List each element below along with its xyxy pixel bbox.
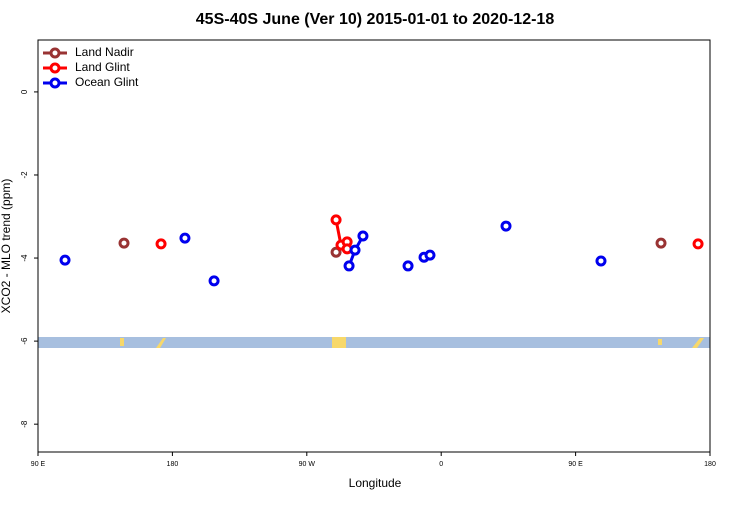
legend-marker	[49, 62, 61, 74]
y-tick-label: -2	[20, 171, 29, 179]
y-axis-label: XCO2 - MLO trend (ppm)	[0, 179, 13, 314]
point	[349, 244, 361, 256]
point	[330, 214, 342, 226]
point	[424, 249, 436, 261]
point	[330, 246, 342, 258]
x-tick-label: 90 E	[568, 461, 583, 468]
point	[655, 237, 667, 249]
chart-title: 45S-40S June (Ver 10) 2015-01-01 to 2020…	[196, 11, 555, 28]
legend-marker	[49, 77, 61, 89]
point	[208, 275, 220, 287]
x-tick-label: 90 W	[299, 461, 316, 468]
point	[343, 260, 355, 272]
x-tick-label: 0	[439, 461, 443, 468]
map-strip	[38, 337, 710, 348]
plot-frame	[37, 39, 711, 453]
point	[155, 238, 167, 250]
series-line	[336, 220, 698, 249]
point	[179, 232, 191, 244]
point	[500, 220, 512, 232]
legend-label: Land Glint	[75, 60, 130, 74]
y-tick-label: -4	[20, 254, 29, 262]
legend-label: Ocean Glint	[75, 75, 139, 89]
y-tick-label: -6	[20, 337, 29, 345]
x-tick-label: 90 E	[31, 461, 46, 468]
x-tick-label: 180	[167, 461, 179, 468]
point	[595, 255, 607, 267]
series-line	[349, 236, 601, 266]
point	[357, 230, 369, 242]
point	[692, 238, 704, 250]
point	[118, 237, 130, 249]
point	[402, 260, 414, 272]
y-tick-label: 0	[20, 89, 29, 94]
x-axis-label: Longitude	[349, 476, 402, 490]
legend-marker	[49, 47, 61, 59]
point	[59, 254, 71, 266]
x-tick-label: 180	[704, 461, 716, 468]
y-tick-label: -8	[20, 420, 29, 428]
legend-label: Land Nadir	[75, 45, 134, 59]
